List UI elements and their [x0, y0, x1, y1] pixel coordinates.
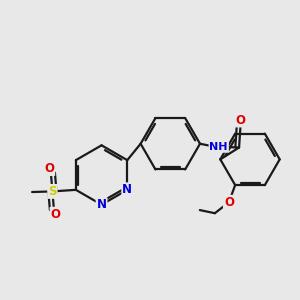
Text: O: O: [224, 196, 234, 209]
Text: NH: NH: [209, 142, 228, 152]
Text: O: O: [50, 208, 61, 221]
Text: O: O: [236, 113, 246, 127]
Text: O: O: [44, 162, 54, 175]
Text: N: N: [97, 198, 106, 211]
Text: N: N: [122, 183, 132, 196]
Text: S: S: [48, 185, 57, 198]
